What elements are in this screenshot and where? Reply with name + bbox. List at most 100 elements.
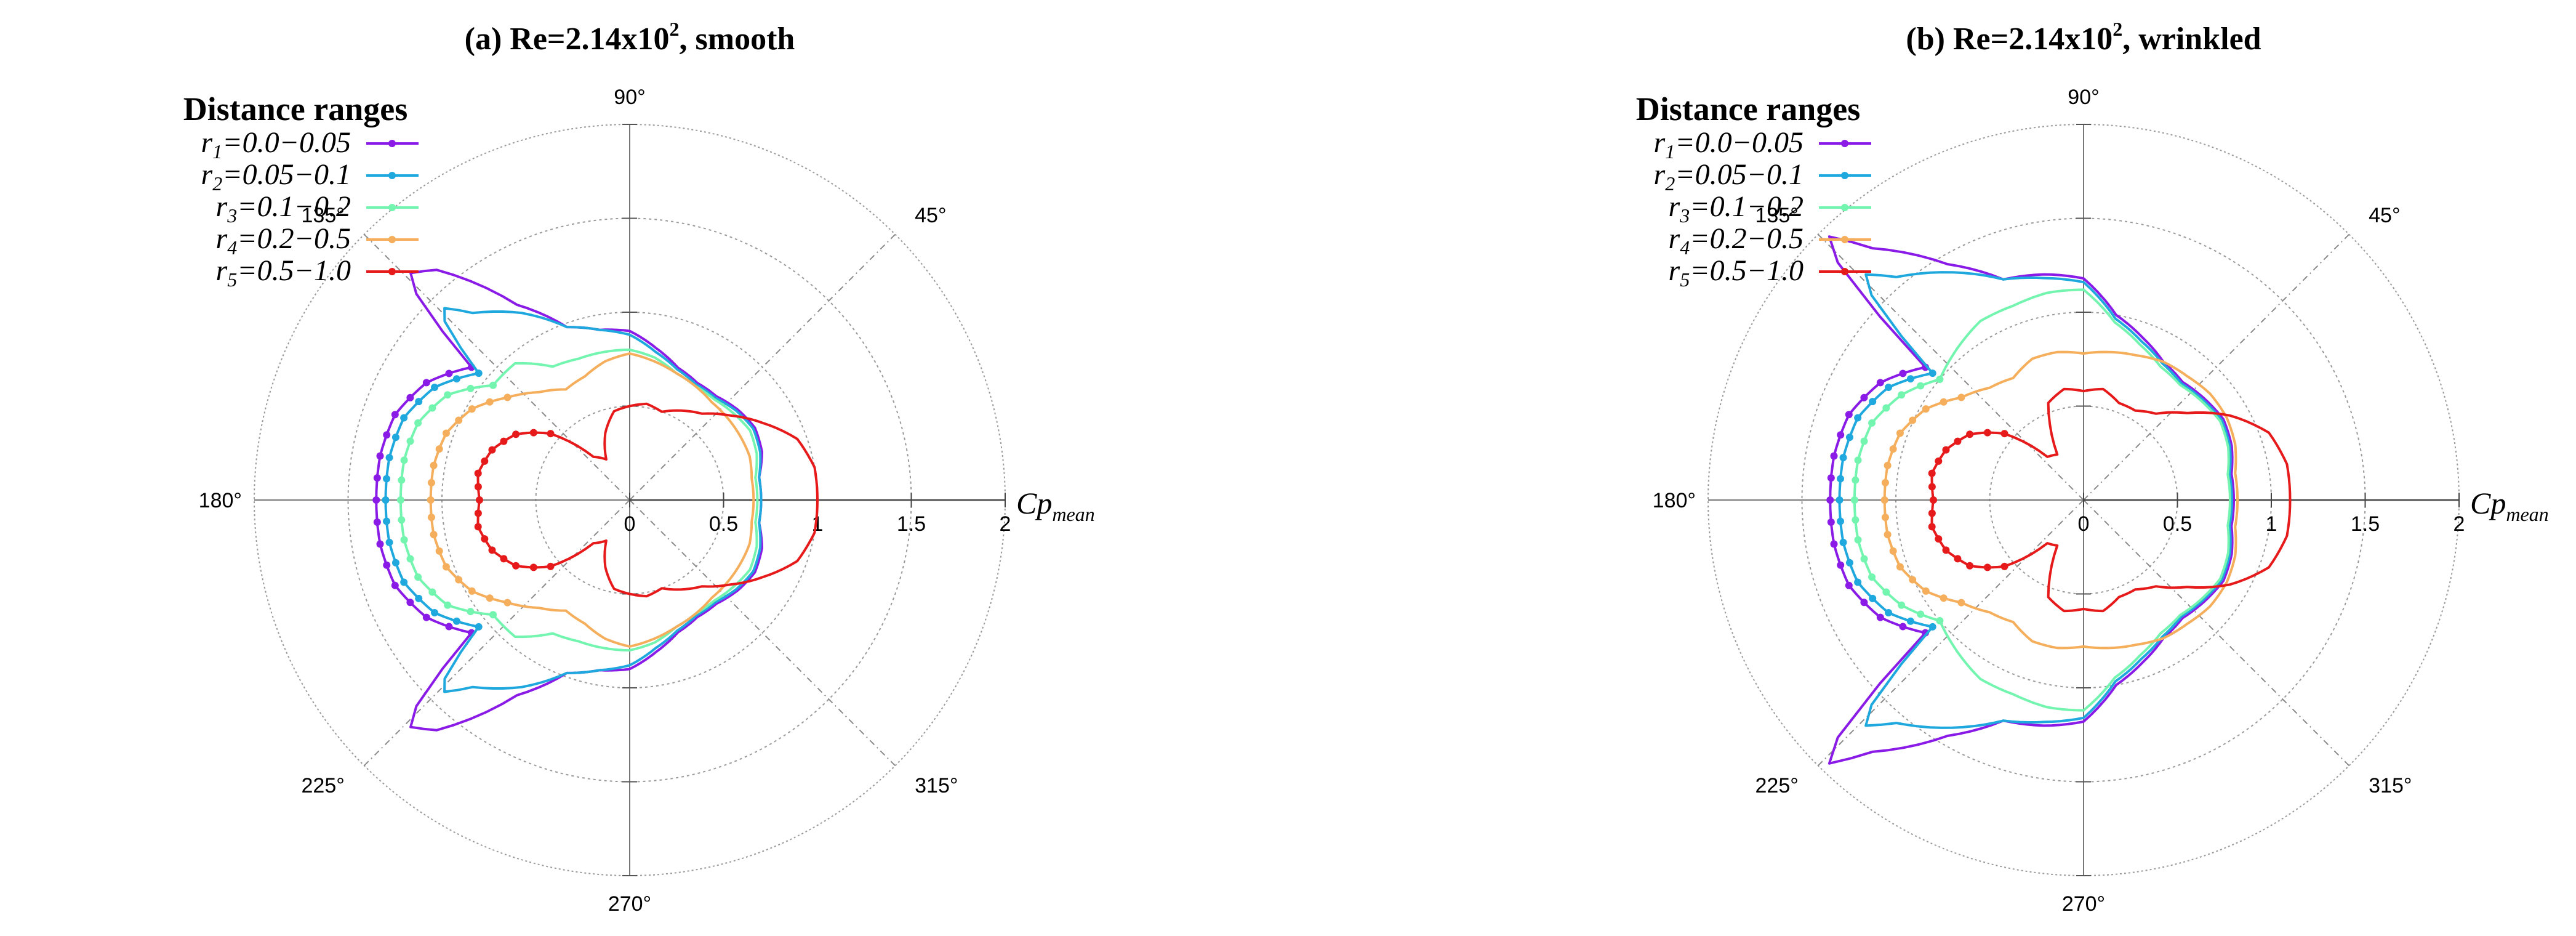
series-marker bbox=[489, 381, 497, 389]
series-marker bbox=[445, 623, 453, 631]
legend-entry-r1: r1=0.0−0.05 bbox=[1654, 126, 1804, 163]
series-marker bbox=[1940, 398, 1948, 406]
legend-swatch-marker bbox=[388, 268, 396, 275]
series-marker bbox=[1896, 429, 1904, 437]
series-marker bbox=[391, 434, 399, 442]
series-marker bbox=[422, 613, 430, 621]
series-marker bbox=[500, 437, 508, 445]
series-marker bbox=[406, 393, 414, 401]
series-marker bbox=[1845, 434, 1853, 442]
radial-axis-title: Cpmean bbox=[2470, 486, 2549, 525]
legend-entry-r4: r4=0.2−0.5 bbox=[1669, 222, 1804, 259]
series-marker bbox=[428, 588, 436, 596]
series-marker bbox=[1983, 429, 1991, 437]
radial-tick-label: 1.5 bbox=[897, 512, 926, 536]
legend-title: Distance ranges bbox=[1636, 91, 1860, 127]
series-marker bbox=[1850, 496, 1858, 504]
series-marker bbox=[1954, 437, 1962, 445]
legend-swatch-marker bbox=[1841, 172, 1848, 179]
series-marker bbox=[1845, 581, 1853, 589]
series-marker bbox=[452, 375, 460, 383]
series-marker bbox=[474, 483, 482, 491]
legend-entry-r5: r5=0.5−1.0 bbox=[216, 254, 351, 291]
series-marker bbox=[1852, 516, 1860, 524]
angle-label: 135° bbox=[302, 204, 345, 227]
series-marker bbox=[444, 601, 452, 609]
angle-label: 270° bbox=[608, 892, 651, 916]
angle-label: 315° bbox=[2369, 774, 2412, 797]
radial-tick-label: 0.5 bbox=[709, 512, 738, 536]
legend: Distance rangesr1=0.0−0.05r2=0.05−0.1r3=… bbox=[1636, 91, 1871, 291]
series-marker bbox=[1942, 446, 1950, 454]
grid-spoke bbox=[2083, 499, 2350, 767]
series-marker bbox=[1868, 573, 1876, 581]
series-marker bbox=[474, 509, 482, 517]
series-marker bbox=[500, 555, 508, 563]
series-marker bbox=[383, 475, 391, 483]
series-marker bbox=[428, 404, 436, 412]
series-marker bbox=[1917, 610, 1925, 618]
series-marker bbox=[1922, 587, 1930, 595]
legend-swatch-marker bbox=[1841, 236, 1848, 243]
radial-tick-label: 1.5 bbox=[2351, 512, 2380, 536]
series-marker bbox=[1906, 617, 1914, 625]
series-marker bbox=[475, 623, 483, 631]
series-marker bbox=[430, 531, 438, 539]
series-marker bbox=[1827, 518, 1835, 526]
series-marker bbox=[489, 611, 497, 619]
series-marker bbox=[431, 384, 439, 391]
series-marker bbox=[400, 456, 408, 464]
radial-tick-label: 1 bbox=[2266, 512, 2277, 536]
series-marker bbox=[1889, 547, 1897, 555]
series-marker bbox=[1899, 623, 1907, 631]
series-marker bbox=[442, 563, 450, 571]
series-marker bbox=[1876, 379, 1884, 387]
series-marker bbox=[1826, 496, 1834, 504]
series-marker bbox=[476, 496, 483, 504]
series-marker bbox=[1898, 391, 1906, 399]
series-marker bbox=[1860, 393, 1868, 401]
series-marker bbox=[452, 617, 460, 625]
series-marker bbox=[400, 578, 408, 586]
series-marker bbox=[430, 461, 438, 469]
series-marker bbox=[400, 414, 408, 422]
series-marker bbox=[1922, 405, 1930, 413]
series-marker bbox=[442, 429, 450, 437]
series-marker bbox=[396, 496, 404, 504]
series-marker bbox=[1854, 414, 1862, 422]
series-marker bbox=[383, 431, 391, 439]
series-marker bbox=[1942, 546, 1950, 554]
series-marker bbox=[488, 546, 496, 554]
angle-label: 135° bbox=[1755, 204, 1799, 227]
series-marker bbox=[1935, 535, 1943, 543]
series-marker bbox=[2000, 430, 2008, 438]
series-marker bbox=[1896, 563, 1904, 571]
series-marker bbox=[1854, 536, 1862, 544]
series-marker bbox=[1860, 599, 1868, 607]
series-marker bbox=[512, 562, 520, 570]
series-marker bbox=[1983, 563, 1991, 571]
series-marker bbox=[529, 563, 537, 571]
series-marker bbox=[1884, 461, 1892, 469]
radial-tick-label: 0 bbox=[2078, 512, 2090, 536]
legend-swatch-marker bbox=[1841, 140, 1848, 147]
series-marker bbox=[1966, 430, 1974, 438]
series-marker bbox=[1881, 478, 1889, 486]
series-marker bbox=[481, 457, 489, 465]
series-marker bbox=[1860, 555, 1868, 563]
series-marker bbox=[415, 594, 423, 602]
series-marker bbox=[1898, 601, 1906, 609]
panel-a: 0 0.5 1 1.5 290°45°135°180°225°270°315°Cpmea… bbox=[183, 18, 1095, 916]
series-marker bbox=[455, 576, 463, 584]
series-marker bbox=[400, 536, 408, 544]
series-marker bbox=[391, 411, 399, 419]
series-marker bbox=[382, 496, 390, 504]
series-marker bbox=[1928, 523, 1936, 531]
series-marker bbox=[1936, 375, 1944, 383]
series-marker bbox=[504, 599, 512, 607]
series-marker bbox=[488, 446, 496, 454]
series-marker bbox=[1906, 375, 1914, 383]
series-marker bbox=[1839, 538, 1847, 546]
series-marker bbox=[1837, 517, 1845, 525]
